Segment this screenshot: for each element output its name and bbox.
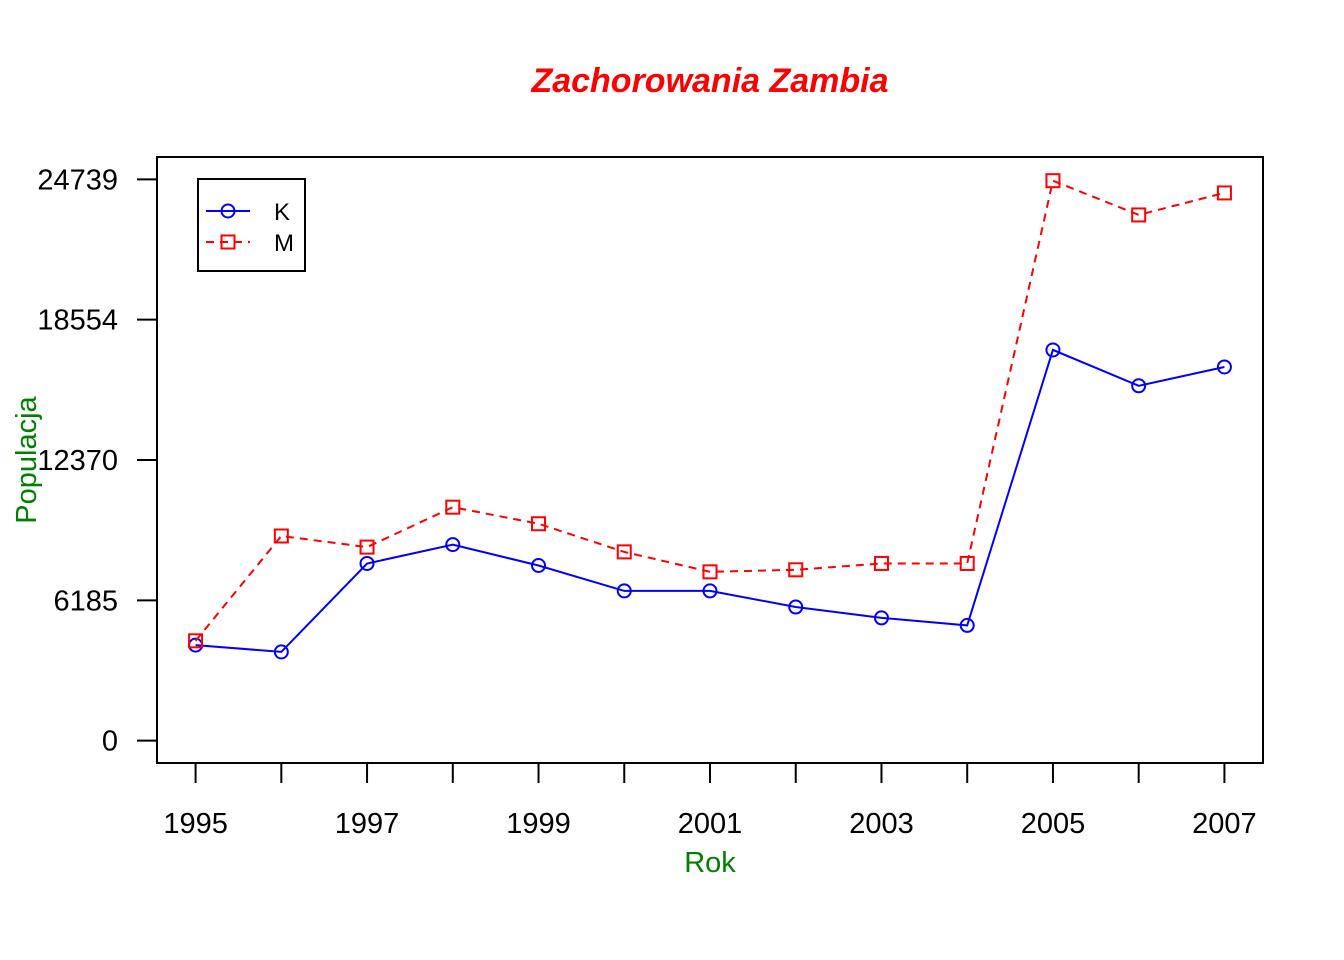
data-point bbox=[188, 633, 204, 649]
data-point bbox=[273, 528, 289, 544]
data-point bbox=[1131, 207, 1147, 223]
y-tick-label: 18554 bbox=[37, 305, 118, 337]
data-point bbox=[1045, 173, 1061, 189]
series-layer bbox=[188, 173, 1232, 660]
data-point bbox=[220, 234, 236, 250]
x-tick-label: 2005 bbox=[1021, 808, 1086, 840]
data-point bbox=[959, 617, 975, 633]
plot-area bbox=[156, 156, 1264, 764]
data-point bbox=[788, 562, 804, 578]
legend: KM bbox=[197, 178, 306, 272]
y-tick-label: 24739 bbox=[37, 164, 118, 196]
legend-box bbox=[197, 178, 306, 272]
series-line bbox=[195, 348, 1225, 653]
data-point bbox=[1216, 359, 1232, 375]
y-tick-label: 12370 bbox=[37, 445, 118, 477]
data-point bbox=[616, 544, 632, 560]
legend-item: K bbox=[206, 199, 290, 226]
data-point bbox=[445, 537, 461, 553]
data-point bbox=[273, 644, 289, 660]
y-axis: 0 6185 12370 18554 24739 bbox=[37, 164, 157, 758]
x-axis: 1995 1997 1999 2001 2003 2005 2007 bbox=[163, 763, 1257, 840]
x-tick-label: 1999 bbox=[506, 808, 571, 840]
y-axis-label: Populacja bbox=[11, 395, 43, 523]
data-point bbox=[359, 539, 375, 555]
data-point bbox=[531, 516, 547, 532]
data-point bbox=[873, 610, 889, 626]
data-point bbox=[1045, 342, 1061, 358]
data-point bbox=[1216, 185, 1232, 201]
data-point bbox=[445, 499, 461, 515]
y-tick-label: 0 bbox=[102, 726, 118, 758]
data-point bbox=[359, 555, 375, 571]
chart-title: Zachorowania Zambia bbox=[530, 62, 888, 100]
x-tick-label: 1997 bbox=[335, 808, 400, 840]
legend-label: M bbox=[274, 230, 294, 257]
x-axis-label: Rok bbox=[684, 847, 736, 879]
series-M bbox=[188, 173, 1232, 649]
data-point bbox=[616, 583, 632, 599]
data-point bbox=[220, 203, 236, 219]
data-point bbox=[702, 564, 718, 580]
plot-frame bbox=[156, 156, 1264, 764]
legend-label: K bbox=[274, 199, 290, 226]
series-K bbox=[188, 342, 1232, 660]
x-tick-label: 2003 bbox=[849, 808, 914, 840]
y-tick-label: 6185 bbox=[53, 585, 118, 617]
data-point bbox=[788, 599, 804, 615]
x-tick-label: 2007 bbox=[1192, 808, 1257, 840]
legend-item: M bbox=[206, 230, 294, 257]
data-point bbox=[702, 583, 718, 599]
data-point bbox=[531, 557, 547, 573]
x-tick-label: 1995 bbox=[163, 808, 228, 840]
data-point bbox=[1131, 378, 1147, 394]
data-point bbox=[959, 555, 975, 571]
data-point bbox=[873, 555, 889, 571]
series-line bbox=[194, 179, 1225, 642]
x-tick-label: 2001 bbox=[678, 808, 743, 840]
